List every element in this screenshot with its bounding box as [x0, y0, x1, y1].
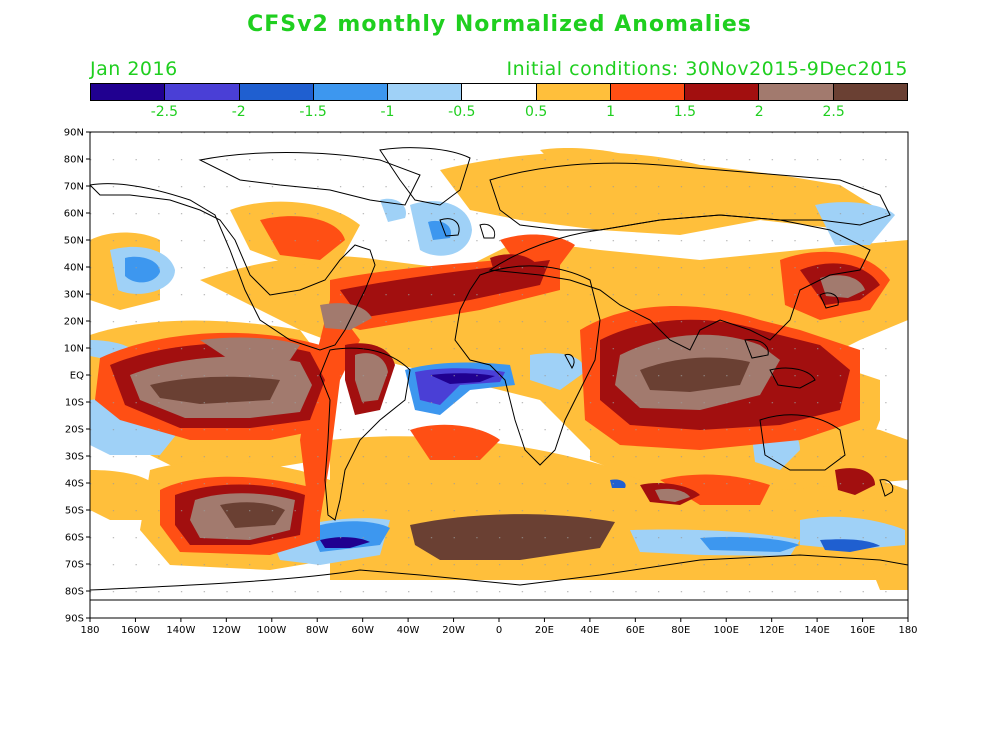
lat-label: 20N — [64, 317, 84, 328]
lon-label: 120E — [759, 625, 784, 636]
lon-label: 100E — [714, 625, 739, 636]
coastlines — [90, 147, 908, 601]
lon-label: 20E — [535, 625, 554, 636]
colorbar-swatch — [313, 84, 389, 100]
lat-label: 70N — [64, 182, 84, 193]
lat-label: 30N — [64, 290, 84, 301]
lon-label: 40W — [397, 625, 420, 636]
lat-label: 30S — [65, 452, 84, 463]
lon-label: 120W — [212, 625, 241, 636]
lon-label: 60W — [351, 625, 374, 636]
colorbar-swatch — [833, 84, 907, 100]
colorbar-swatch — [685, 84, 760, 100]
lon-label: 40E — [580, 625, 599, 636]
latitude-axis: 90N 80N 70N 60N 50N 40N 30N 20N 10N EQ 10S 20S 30S 40… — [64, 128, 90, 625]
lon-label: 80W — [306, 625, 329, 636]
lat-label: 20S — [65, 425, 84, 436]
colorbar-label: -2 — [231, 104, 246, 120]
colorbar-label: -0.5 — [448, 104, 476, 120]
colorbar-label: -1 — [380, 104, 395, 120]
anomaly-field — [90, 132, 908, 618]
colorbar-swatch — [759, 84, 834, 100]
colorbar-label: -1.5 — [299, 104, 327, 120]
lat-label: 40N — [64, 263, 84, 274]
lon-label: 140E — [804, 625, 829, 636]
lat-label: 60N — [64, 209, 84, 220]
lat-label: 50N — [64, 236, 84, 247]
lon-label: 100W — [257, 625, 286, 636]
lon-label: 80E — [671, 625, 690, 636]
lat-label: 50S — [65, 506, 84, 517]
lon-label: 20W — [442, 625, 465, 636]
map-title: CFSv2 monthly Normalized Anomalies — [247, 12, 752, 37]
lat-label: 90S — [65, 614, 84, 625]
colorbar-label: -2.5 — [150, 104, 179, 120]
forecast-month: Jan 2016 — [90, 58, 178, 80]
lon-label: 180 — [898, 625, 917, 636]
longitude-axis: 180 160W 140W 120W 100W 80W 60W 40W 20W 0 20E 40E 60… — [80, 618, 918, 636]
colorbar-swatch — [91, 84, 166, 100]
colorbar-swatch — [388, 84, 463, 100]
colorbar-swatch — [239, 84, 314, 100]
lat-label: EQ — [70, 371, 84, 382]
colorbar — [90, 83, 908, 101]
initial-conditions: Initial conditions: 30Nov2015-9Dec2015 — [506, 58, 908, 80]
colorbar-swatch — [462, 84, 537, 100]
lon-label: 160E — [850, 625, 875, 636]
colorbar-label: 1 — [606, 104, 615, 120]
colorbar-label: 0.5 — [525, 104, 548, 120]
lat-label: 60S — [65, 533, 84, 544]
colorbar-label: 2 — [754, 104, 764, 120]
lat-label: 40S — [65, 479, 84, 490]
colorbar-swatch — [610, 84, 686, 100]
lat-label: 80N — [64, 155, 84, 166]
lon-label: 60E — [626, 625, 645, 636]
lon-label: 180 — [80, 625, 99, 636]
lat-label: 80S — [65, 587, 84, 598]
lat-label: 10S — [65, 398, 84, 409]
lon-label: 160W — [121, 625, 150, 636]
lat-label: 10N — [64, 344, 84, 355]
colorbar-swatch — [536, 84, 611, 100]
lon-label: 0 — [496, 625, 502, 636]
lat-label: 70S — [65, 560, 84, 571]
colorbar-label: 1.5 — [673, 104, 697, 120]
colorbar-swatch — [165, 84, 240, 100]
lon-label: 140W — [166, 625, 195, 636]
lat-label: 90N — [64, 128, 84, 139]
colorbar-label: 2.5 — [822, 104, 845, 120]
